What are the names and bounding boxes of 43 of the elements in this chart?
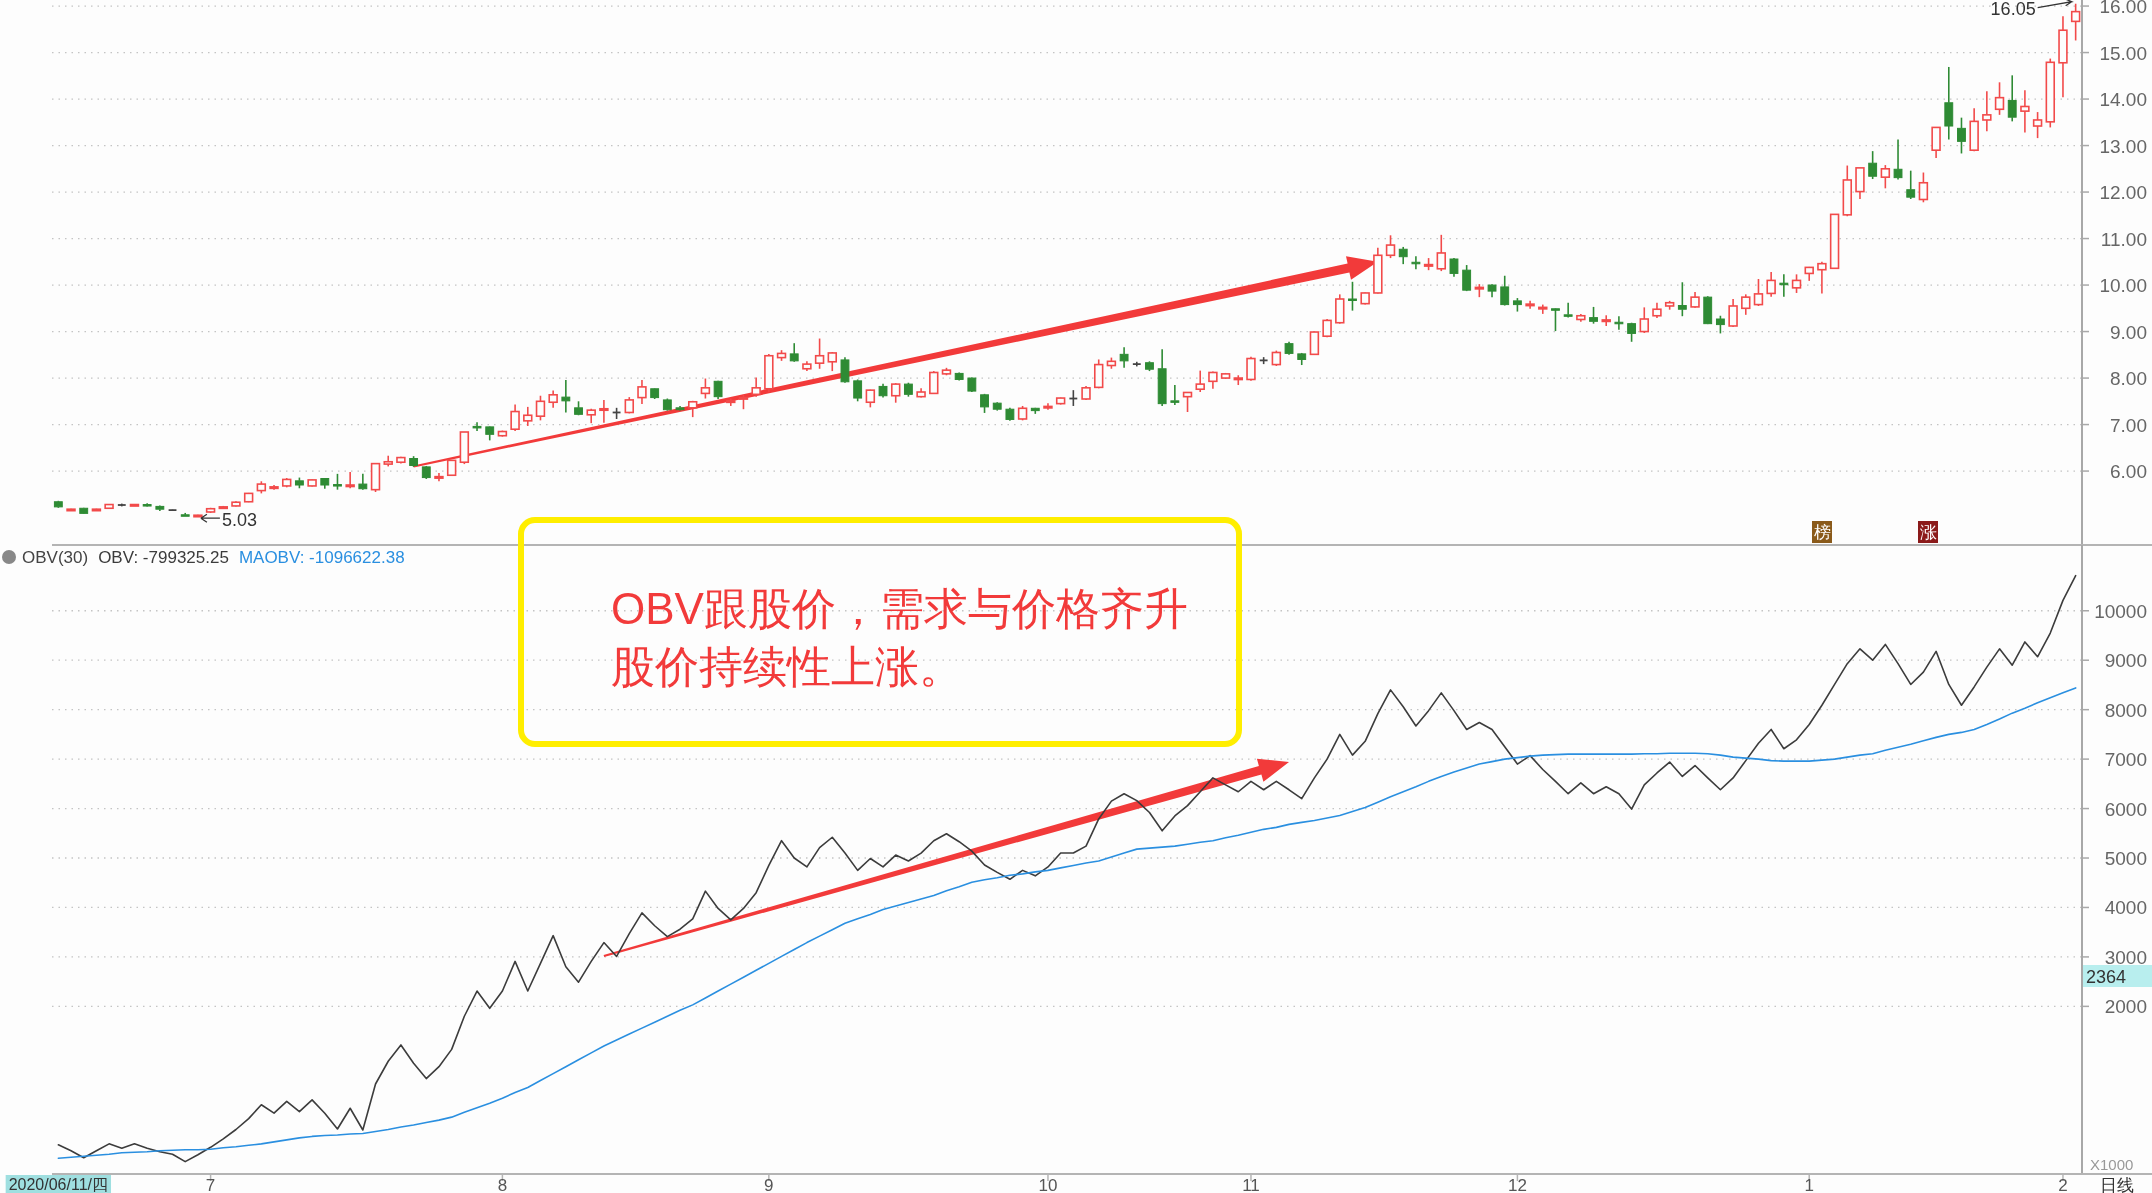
y-tick-label: 8000 <box>2104 699 2147 721</box>
x-tick-label: 7 <box>205 1176 216 1193</box>
y-tick-label: 13.00 <box>2099 135 2147 157</box>
y-tick-label: 7000 <box>2104 749 2147 771</box>
y-tick-label: 12.00 <box>2099 182 2147 204</box>
x-tick-label: 10 <box>1038 1176 1058 1193</box>
y-tick-label: 14.00 <box>2099 89 2147 111</box>
y-tick-label: 16.00 <box>2099 0 2147 18</box>
annotation: 16.05 <box>1990 0 2036 19</box>
y-tick-label: 4000 <box>2104 897 2147 919</box>
y-tick-label: 8.00 <box>2110 368 2147 390</box>
x-tick-label: 11 <box>1242 1176 1260 1193</box>
legend-title: OBV(30) <box>22 548 89 567</box>
y-tick-label: 9.00 <box>2110 321 2147 343</box>
text: X1000 <box>2090 1156 2134 1173</box>
text: MAOBV: -1096622.38 <box>238 548 405 567</box>
x-tick-label: 12 <box>1507 1176 1527 1193</box>
annotation: 榜 <box>1813 523 1831 542</box>
annotation: 5.03 <box>221 510 257 531</box>
y-tick-label: 10000 <box>2094 600 2147 622</box>
x-tick-label: 9 <box>764 1176 774 1193</box>
text: OBV: -799325.25 <box>98 548 229 567</box>
text: 2364 <box>2086 967 2127 987</box>
y-tick-label: 10.00 <box>2099 275 2147 297</box>
y-tick-label: 7.00 <box>2110 414 2147 436</box>
y-tick-label: 11.00 <box>2100 228 2147 250</box>
y-tick-label: 6.00 <box>2110 461 2147 483</box>
line-series <box>57 574 2077 1163</box>
y-tick-label: 5000 <box>2104 848 2147 870</box>
x-tick-label: 2020/06/11/四 <box>8 1176 109 1193</box>
y-tick-label: 6000 <box>2104 798 2147 820</box>
x-tick-label: 8 <box>497 1176 508 1193</box>
x-tick-label: 2 <box>2058 1176 2068 1193</box>
text: 日线 <box>2100 1176 2134 1193</box>
line-series <box>57 687 2077 1159</box>
y-tick-label: 9000 <box>2104 650 2147 672</box>
y-tick-label: 2000 <box>2104 996 2147 1018</box>
x-tick-label: 1 <box>1804 1176 1814 1193</box>
annotation: 涨 <box>1919 523 1937 542</box>
y-tick-label: 3000 <box>2104 946 2147 968</box>
annotation: 股价持续性上涨。 <box>611 642 963 691</box>
annotation: OBV跟股价，需求与价格齐升 <box>611 584 1188 633</box>
y-tick-label: 15.00 <box>2099 42 2147 64</box>
